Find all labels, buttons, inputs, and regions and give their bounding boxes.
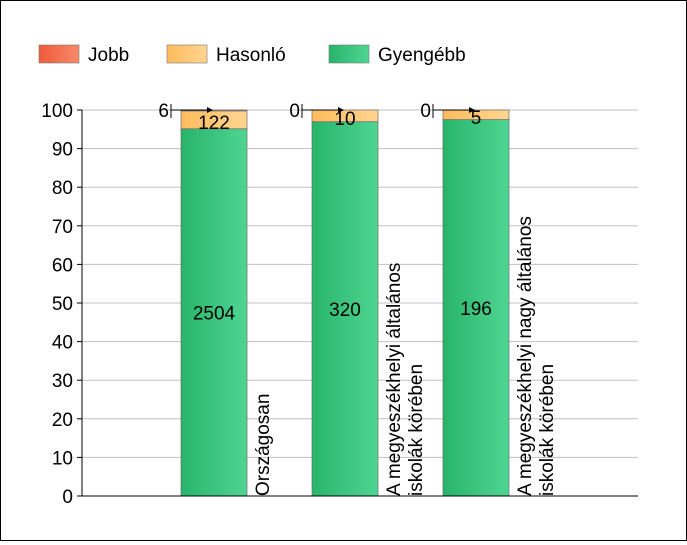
- data-label: 320: [329, 300, 361, 321]
- y-tick-label: 20: [52, 410, 73, 431]
- bar-segment-hasonló: [311, 109, 379, 123]
- category-label-line: iskolák körében: [406, 364, 427, 496]
- data-label: 5: [471, 108, 482, 129]
- data-label: 0: [289, 101, 300, 122]
- legend-swatch-jobb: [38, 44, 80, 64]
- category-label: Országosan: [253, 394, 274, 496]
- leader-arrow: [469, 107, 475, 113]
- data-label: 6: [158, 101, 169, 122]
- legend: Jobb Hasonló Gyengébb: [38, 44, 466, 66]
- y-tick-label: 100: [41, 101, 73, 122]
- legend-label-gyengébb: Gyengébb: [378, 45, 466, 66]
- y-tick-label: 0: [62, 487, 73, 508]
- y-tick-label: 70: [52, 217, 73, 238]
- data-label: 0: [420, 101, 431, 122]
- data-label: 2504: [193, 303, 236, 324]
- bars: 2504 122 6 320 10 0 196 5 0: [158, 101, 510, 497]
- legend-swatch-hasonló: [166, 44, 208, 64]
- data-label: 10: [334, 109, 355, 130]
- category-label: A megyeszékhelyi nagy általánosiskolák k…: [515, 216, 558, 496]
- category-label-line: iskolák körében: [537, 364, 558, 496]
- bar-segment-gyengébb: [311, 121, 379, 497]
- category-labels: Országosan A megyeszékhelyi általánosisko…: [253, 216, 558, 496]
- legend-label-hasonló: Hasonló: [216, 45, 286, 66]
- y-tick-label: 90: [52, 140, 73, 161]
- category-label-line: A megyeszékhelyi nagy általános: [515, 216, 536, 496]
- data-label: 122: [198, 113, 230, 134]
- y-tick-label: 80: [52, 178, 73, 199]
- leader-arrow: [338, 107, 344, 113]
- category-label-line: A megyeszékhelyi általános: [384, 263, 405, 496]
- legend-label-jobb: Jobb: [88, 45, 129, 66]
- y-tick-label: 50: [52, 294, 73, 315]
- bar-segment-hasonló: [442, 109, 510, 120]
- leader-arrow: [207, 107, 213, 113]
- y-tick-label: 10: [52, 448, 73, 469]
- y-tick-label: 60: [52, 255, 73, 276]
- y-tick-label: 40: [52, 333, 73, 354]
- data-label: 196: [460, 299, 492, 320]
- legend-swatch-gyengébb: [328, 44, 370, 64]
- category-label: A megyeszékhelyi általánosiskolák körébe…: [384, 263, 427, 496]
- bar-segment-gyengébb: [442, 119, 510, 497]
- y-tick-label: 30: [52, 371, 73, 392]
- bar-segment-gyengébb: [180, 128, 248, 497]
- category-label-line: Országosan: [253, 394, 274, 496]
